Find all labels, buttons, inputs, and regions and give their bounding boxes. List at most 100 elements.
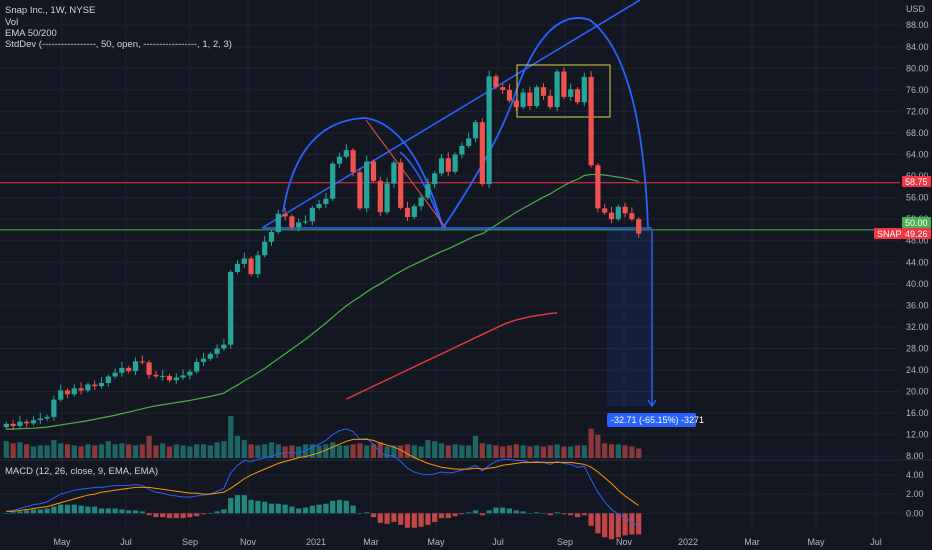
volume-bar — [330, 442, 336, 458]
candle-body — [71, 388, 77, 395]
candle-body — [98, 382, 105, 387]
macd-histogram-bar — [493, 507, 499, 514]
volume-bar — [92, 445, 98, 458]
macd-histogram-bar — [24, 510, 30, 514]
macd-histogram-bar — [574, 513, 581, 518]
candle-body — [24, 421, 30, 424]
y-tick-label: 44.00 — [906, 257, 929, 267]
macd-histogram-bar — [275, 503, 281, 514]
candle-body — [289, 216, 295, 228]
volume-bar — [554, 444, 560, 458]
volume-bar — [629, 446, 635, 458]
volume-bar — [268, 442, 275, 458]
macd-histogram-bar — [595, 513, 601, 534]
candle-body — [58, 390, 64, 400]
volume-bar — [486, 444, 492, 458]
candle-body — [316, 204, 322, 208]
volume-bar — [547, 445, 553, 458]
volume-bar — [493, 445, 499, 458]
macd-histogram-bar — [262, 501, 268, 514]
macd-histogram-bar — [92, 506, 98, 514]
consolidation-box — [516, 64, 611, 118]
legend-macd[interactable]: MACD (12, 26, close, 9, EMA, EMA) — [5, 466, 159, 477]
candle-body — [500, 87, 506, 90]
candle-body — [547, 95, 553, 108]
legend-ema[interactable]: EMA 50/200 — [5, 28, 57, 39]
volume-bar — [425, 440, 431, 458]
volume-bar — [370, 444, 377, 458]
candle-body — [615, 206, 621, 220]
candle-body — [391, 162, 397, 184]
volume-bar — [534, 445, 540, 458]
macd-histogram-bar — [153, 513, 159, 518]
signal-line — [6, 438, 639, 512]
candle-body — [520, 92, 526, 108]
macd-histogram-bar — [126, 510, 132, 514]
x-tick-label: May — [53, 537, 71, 547]
macd-histogram-bar — [234, 495, 241, 514]
resistance-tag-bg — [902, 176, 931, 187]
volume-bar — [262, 444, 268, 458]
macd-histogram-bar — [527, 513, 533, 514]
volume-bar — [78, 446, 84, 458]
legend-vol[interactable]: Vol — [5, 17, 19, 28]
macd-histogram-bar — [160, 513, 166, 518]
y-tick-label: 68.00 — [906, 128, 929, 138]
volume-bar — [527, 446, 533, 458]
legend-symbol[interactable]: Snap Inc., 1W, NYSE — [5, 5, 96, 16]
candle-body — [146, 362, 152, 375]
volume-bar — [200, 444, 207, 458]
candle-body — [234, 263, 241, 272]
candle-body — [554, 71, 560, 108]
x-tick-label: Jul — [870, 537, 882, 547]
candle-body — [119, 367, 125, 373]
candle-body — [37, 418, 43, 421]
macd-histogram-bar — [98, 508, 105, 514]
macd-histogram-bar — [289, 506, 295, 514]
candle-body — [194, 361, 200, 372]
volume-bar — [309, 444, 315, 458]
volume-bar — [602, 443, 608, 458]
macd-histogram-bar — [58, 504, 64, 514]
candle-body — [296, 222, 302, 228]
volume-bar — [180, 445, 186, 458]
macd-histogram-bar — [309, 505, 315, 514]
y-tick-label: 64.00 — [906, 150, 929, 160]
y-tick-label: 8.00 — [906, 451, 924, 461]
macd-histogram-bar — [615, 513, 621, 538]
candle-body — [527, 92, 533, 107]
volume-bar — [438, 443, 445, 458]
y-tick-label: 20.00 — [906, 387, 929, 397]
candle-body — [166, 375, 173, 381]
macd-histogram-bar — [139, 511, 145, 514]
candle-body — [214, 348, 220, 354]
macd-histogram-bar — [343, 500, 349, 514]
volume-bar — [126, 444, 132, 458]
volume-bar — [343, 445, 349, 458]
candle-body — [343, 150, 349, 157]
x-tick-label: May — [807, 537, 825, 547]
currency-label: USD — [906, 4, 926, 14]
volume-bar — [377, 442, 383, 458]
candle-body — [17, 421, 23, 427]
volume-bar — [207, 445, 213, 458]
ema-lines — [6, 173, 639, 430]
candle-body — [3, 423, 9, 428]
volume-bar — [234, 435, 241, 458]
macd-histogram-bar — [520, 511, 526, 514]
resistance-tag: 58.75 — [905, 177, 928, 187]
candle-body — [126, 367, 132, 372]
volume-bar — [357, 443, 363, 458]
candle-body — [513, 100, 519, 108]
volume-bar — [479, 443, 485, 458]
macd-histogram-bar — [282, 504, 288, 514]
support-tag: 50.00 — [905, 218, 928, 228]
candle-body — [357, 172, 363, 209]
candle-body — [64, 390, 71, 395]
y-tick-label: 84.00 — [906, 42, 929, 52]
legend-stddev[interactable]: StdDev (-----------------, 50, open, ---… — [5, 39, 232, 50]
volume-bar — [452, 444, 458, 458]
candle-body — [309, 207, 315, 222]
y-tick-label: 32.00 — [906, 322, 929, 332]
